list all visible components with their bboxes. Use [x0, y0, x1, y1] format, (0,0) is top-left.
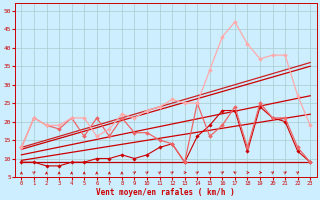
X-axis label: Vent moyen/en rafales ( km/h ): Vent moyen/en rafales ( km/h ) [96, 188, 235, 197]
